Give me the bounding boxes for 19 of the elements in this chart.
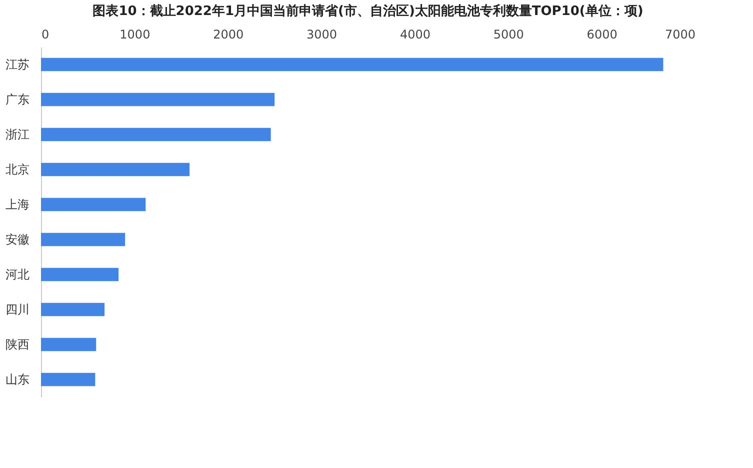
y-tick-label: 陕西 xyxy=(6,338,30,352)
y-tick-label: 浙江 xyxy=(6,128,30,142)
y-tick-label: 上海 xyxy=(6,198,30,212)
x-tick-label: 5000 xyxy=(493,28,524,42)
x-tick-label: 0 xyxy=(42,28,50,42)
y-tick-label: 河北 xyxy=(6,268,30,282)
x-tick-label: 3000 xyxy=(306,28,338,42)
chart-title: 图表10：截止2022年1月中国当前申请省(市、自治区)太阳能电池专利数量TOP10(单位：项) xyxy=(92,3,644,19)
y-tick-label: 广东 xyxy=(6,92,30,106)
x-tick-label: 6000 xyxy=(586,28,618,42)
x-tick-label: 1000 xyxy=(120,28,150,42)
x-tick-label: 2000 xyxy=(213,28,244,42)
y-tick-label: 北京 xyxy=(6,162,30,176)
y-tick-label: 四川 xyxy=(6,302,30,316)
x-tick-label: 4000 xyxy=(400,28,430,42)
y-tick-label: 山东 xyxy=(6,372,30,386)
y-tick-label: 江苏 xyxy=(6,58,30,72)
x-tick-label: 7000 xyxy=(664,28,696,42)
y-tick-label: 安徽 xyxy=(6,232,30,246)
